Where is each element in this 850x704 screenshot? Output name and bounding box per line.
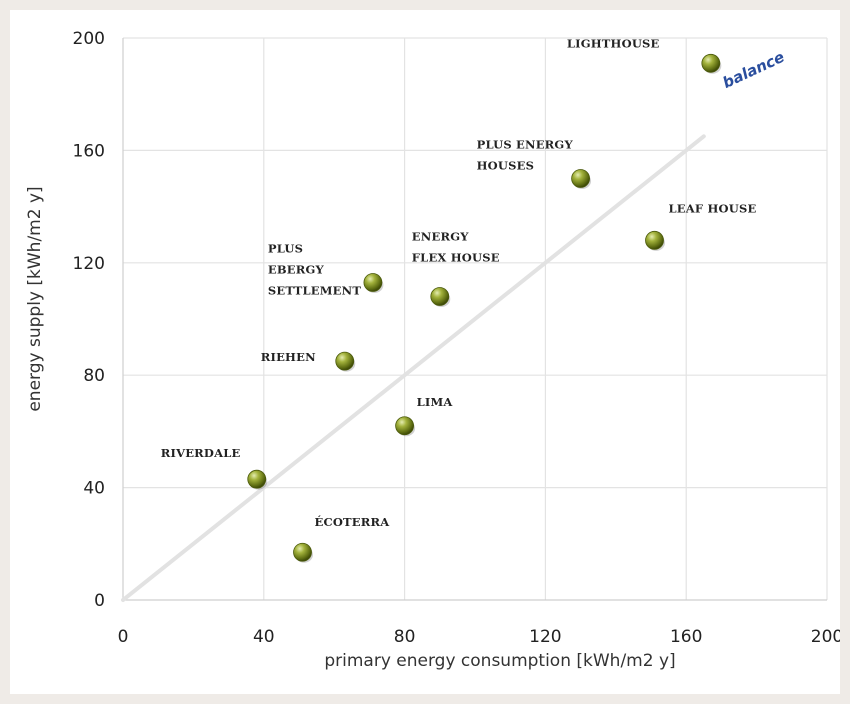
x-tick-label: 80 — [394, 627, 416, 647]
data-point-label: PLUS EBERGY SETTLEMENT — [268, 241, 361, 297]
x-tick-label: 160 — [670, 627, 702, 647]
point-labels: LIGHTHOUSE PLUS ENERGY HOUSES LEAF HOUSE ENE… — [161, 36, 757, 529]
data-point — [430, 287, 450, 306]
data-point-label: ENERGY FLEX HOUSE — [412, 230, 500, 265]
balance-label: balance — [720, 48, 787, 92]
data-point-label: RIVERDALE — [161, 446, 241, 460]
y-tick-label: 40 — [83, 479, 105, 499]
balance-reference-line — [121, 134, 706, 602]
y-tick-label: 0 — [94, 591, 105, 611]
data-point-label: LIGHTHOUSE — [567, 36, 660, 50]
x-axis-title: primary energy consumption [kWh/m2 y] — [324, 651, 675, 671]
data-point — [335, 351, 355, 371]
chart-frame: 0 40 80 120 160 200 0 40 80 120 160 200 balance LIG… — [10, 10, 840, 694]
y-tick-label: 120 — [73, 254, 105, 274]
x-tick-label: 0 — [118, 627, 129, 647]
data-point-label: PLUS ENERGY HOUSES — [477, 138, 574, 173]
x-tick-label: 40 — [253, 627, 275, 647]
data-point — [395, 416, 415, 436]
data-point — [645, 230, 664, 250]
data-point-label: ÉCOTERRA — [315, 515, 391, 529]
data-point — [363, 273, 383, 292]
axes: 0 40 80 120 160 200 0 40 80 120 160 200 — [73, 29, 840, 647]
scatter-chart: 0 40 80 120 160 200 0 40 80 120 160 200 balance LIG… — [25, 29, 840, 671]
data-point-label: RIEHEN — [261, 350, 316, 364]
y-tick-label: 80 — [83, 366, 105, 386]
x-tick-label: 200 — [811, 627, 840, 647]
y-tick-label: 200 — [73, 29, 105, 49]
data-point — [293, 542, 312, 562]
grid-lines — [123, 37, 828, 600]
data-point — [701, 53, 721, 73]
data-point-label: LEAF HOUSE — [669, 201, 757, 215]
balance-line: balance — [121, 48, 787, 602]
data-point-label: LIMA — [417, 395, 454, 409]
data-point — [571, 169, 590, 188]
data-points — [247, 53, 722, 563]
y-tick-label: 160 — [73, 141, 105, 161]
data-point — [247, 469, 267, 489]
y-axis-title: energy supply [kWh/m2 y] — [25, 186, 45, 411]
x-tick-label: 120 — [529, 627, 561, 647]
